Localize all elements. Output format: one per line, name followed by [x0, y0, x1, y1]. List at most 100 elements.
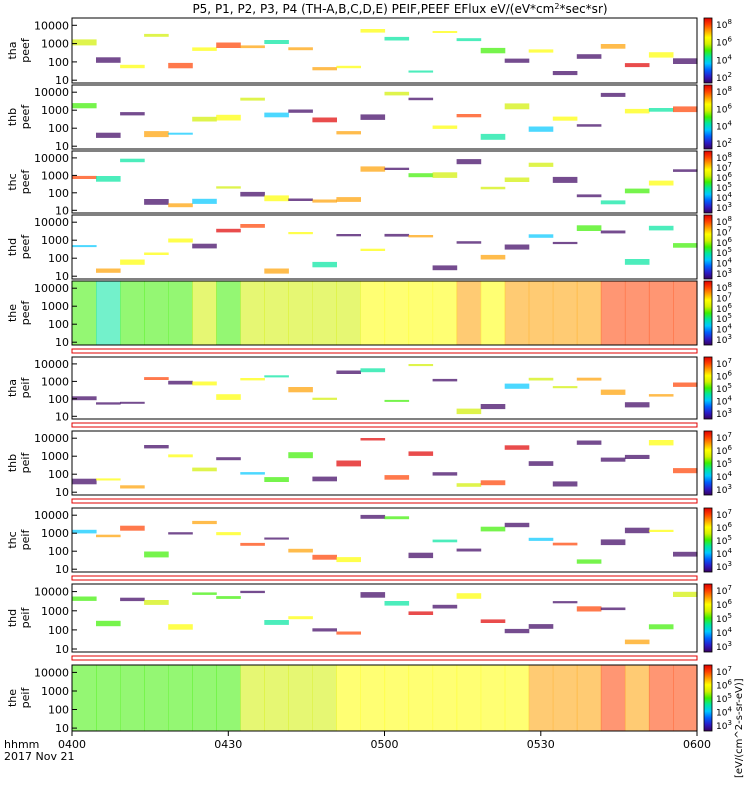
- energy-tick-label: 10: [55, 140, 69, 153]
- colorbar-tick-label: 106: [716, 521, 732, 534]
- spectrogram-block: [144, 665, 169, 731]
- spectrogram-stripe: [504, 244, 530, 250]
- spectrogram-stripe: [432, 539, 458, 543]
- spectrogram-stripe: [576, 194, 602, 198]
- spectrogram-block: [96, 281, 121, 345]
- spectrogram-stripe: [648, 394, 674, 397]
- spectrogram-block: [120, 281, 145, 345]
- panel-label-product: peif: [19, 687, 32, 709]
- time-tick-label: 0400: [58, 738, 86, 751]
- spectrogram-stripe: [360, 438, 386, 441]
- energy-tick-label: 10000: [34, 152, 69, 165]
- colorbar-tick-label: 108: [716, 18, 732, 31]
- colorbar-tick-label: 103: [716, 640, 732, 653]
- spectrogram-stripe: [408, 451, 434, 456]
- time-label-date: 2017 Nov 21: [4, 750, 74, 763]
- energy-tick-label: 1000: [41, 169, 69, 182]
- energy-tick-label: 10000: [34, 216, 69, 229]
- energy-tick-label: 10: [55, 204, 69, 217]
- spectrogram-block: [648, 665, 674, 731]
- energy-tick-label: 10000: [34, 666, 69, 679]
- colorbar-tick-label: 108: [716, 85, 732, 98]
- spectrogram-stripe: [673, 106, 698, 113]
- data-gap-band: [71, 422, 698, 428]
- spectrogram-stripe: [480, 254, 506, 260]
- spectrogram-block: [312, 665, 337, 731]
- spectrogram-stripe: [96, 478, 121, 481]
- spectrogram-block: [168, 665, 193, 731]
- energy-tick-label: 10000: [34, 282, 69, 295]
- spectrogram-stripe: [120, 485, 145, 489]
- spectrogram-stripe: [456, 408, 482, 415]
- panel-frame: [71, 583, 698, 653]
- spectrogram-stripe: [240, 542, 265, 546]
- spectrogram-stripe: [480, 480, 506, 486]
- spectrogram-block: [432, 665, 458, 731]
- spectrogram-stripe: [576, 124, 602, 127]
- spectrogram-block: [264, 281, 289, 345]
- colorbar-tick-label: 106: [716, 370, 732, 383]
- spectrogram-stripe: [192, 520, 217, 525]
- panel-label-probe: thb: [6, 108, 19, 126]
- colorbar-tick-label: 103: [716, 407, 732, 420]
- time-tick-label: 0600: [683, 738, 711, 751]
- spectrogram-stripe: [288, 232, 313, 235]
- spectrogram-stripe: [456, 241, 482, 244]
- spectrogram-stripe: [360, 368, 386, 373]
- colorbar-tick-label: 104: [716, 626, 732, 639]
- spectrogram-stripe: [552, 542, 578, 546]
- spectrogram-stripe: [552, 481, 578, 487]
- spectrogram-stripe: [504, 103, 530, 110]
- spectrogram-stripe: [360, 166, 386, 172]
- spectrogram-stripe: [528, 537, 554, 541]
- spectrogram-block: [312, 281, 337, 345]
- spectrogram-block: [480, 281, 506, 345]
- spectrogram-stripe: [192, 467, 217, 472]
- spectrogram-stripe: [408, 173, 434, 178]
- energy-tick-label: 10: [55, 270, 69, 283]
- colorbar-tick-label: 103: [716, 201, 732, 214]
- spectrogram-stripe: [168, 238, 193, 243]
- panel-frame: [71, 150, 698, 214]
- spectrogram-stripe: [504, 177, 530, 182]
- spectrogram-stripe: [72, 245, 97, 248]
- colorbar: [703, 84, 713, 150]
- spectrogram-stripe: [432, 172, 458, 178]
- time-tick-label: 0430: [214, 738, 242, 751]
- colorbar: [703, 280, 713, 346]
- spectrogram-stripe: [336, 460, 361, 467]
- spectrogram-block: [624, 665, 650, 731]
- spectrogram-stripe: [144, 199, 169, 205]
- spectrogram-stripe: [432, 378, 458, 382]
- spectrogram-stripe: [576, 377, 602, 381]
- panel-label-product: peef: [19, 37, 32, 63]
- spectrogram-block: [480, 665, 506, 731]
- spectrogram-stripe: [673, 169, 698, 172]
- panel-frame: [71, 507, 698, 573]
- spectrogram-stripe: [384, 233, 410, 237]
- spectrogram-stripe: [216, 186, 241, 189]
- spectrogram-stripe: [168, 380, 193, 385]
- colorbar-tick-label: 105: [716, 312, 732, 325]
- spectrogram-base: [72, 431, 697, 495]
- spectrogram-stripe: [240, 590, 265, 594]
- spectrogram-stripe: [673, 243, 698, 248]
- spectrogram-stripe: [120, 64, 145, 69]
- energy-tick-label: 100: [48, 393, 69, 406]
- colorbar-tick-label: 107: [716, 291, 732, 304]
- spectrogram-stripe: [624, 259, 650, 265]
- spectrogram-stripe: [168, 203, 193, 208]
- spectrogram-block: [216, 665, 241, 731]
- colorbar: [703, 150, 713, 214]
- spectrogram-stripe: [144, 600, 169, 605]
- colorbar-tick-label: 106: [716, 444, 732, 457]
- energy-tick-label: 10000: [34, 19, 69, 32]
- spectrogram-stripe: [648, 180, 674, 186]
- spectrogram-stripe: [528, 162, 554, 167]
- spectrogram-stripe: [312, 261, 337, 268]
- spectrogram-stripe: [240, 378, 265, 381]
